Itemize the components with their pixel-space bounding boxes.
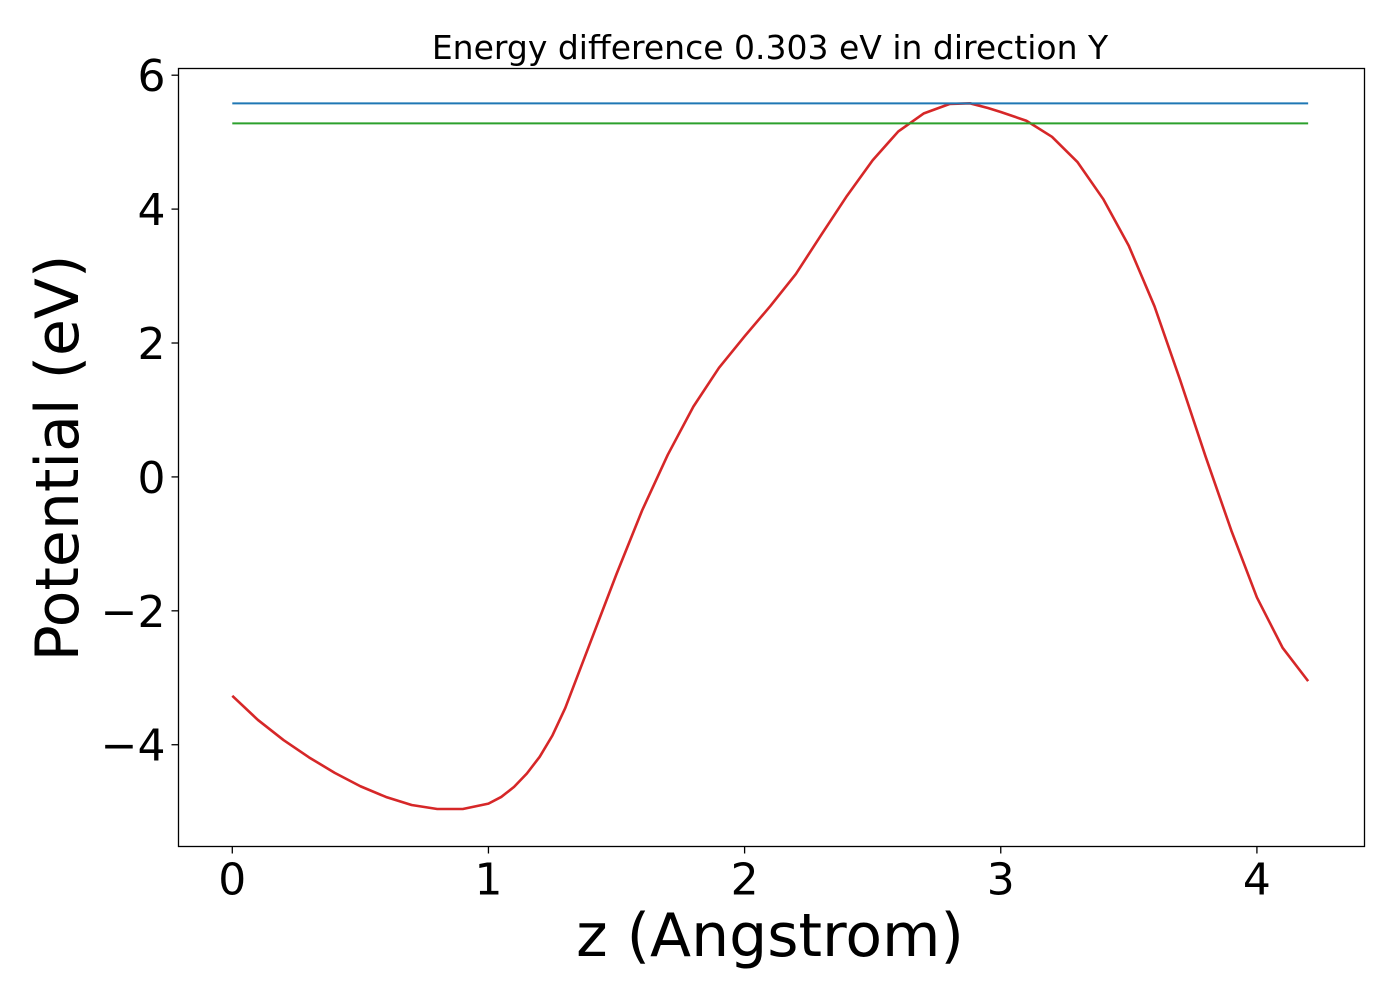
y-tick-label: 6 (138, 51, 166, 102)
y-tick-label: 2 (138, 319, 166, 370)
series-layer (231, 102, 1310, 811)
x-axis-label: z (Angstrom) (576, 901, 964, 971)
chart-title: Energy difference 0.303 eV in direction … (432, 28, 1109, 67)
x-tick-label: 4 (1243, 855, 1271, 906)
x-tick-label: 1 (474, 855, 502, 906)
y-tick-label: 4 (138, 185, 166, 236)
y-tick-label: −4 (101, 721, 166, 772)
y-tick-label: −2 (101, 587, 166, 638)
x-tick-label: 3 (987, 855, 1015, 906)
x-tick-label: 2 (731, 855, 759, 906)
x-axis-ticks: 0 1 2 3 4 (218, 846, 1271, 906)
plot-frame (177, 67, 1366, 848)
y-tick-label: 0 (138, 453, 166, 504)
y-axis-label: Potential (eV) (23, 255, 93, 662)
y-axis-ticks: −4 −2 0 2 4 6 (101, 51, 179, 772)
x-tick-label: 0 (218, 855, 246, 906)
series-line-1 (231, 102, 1310, 811)
